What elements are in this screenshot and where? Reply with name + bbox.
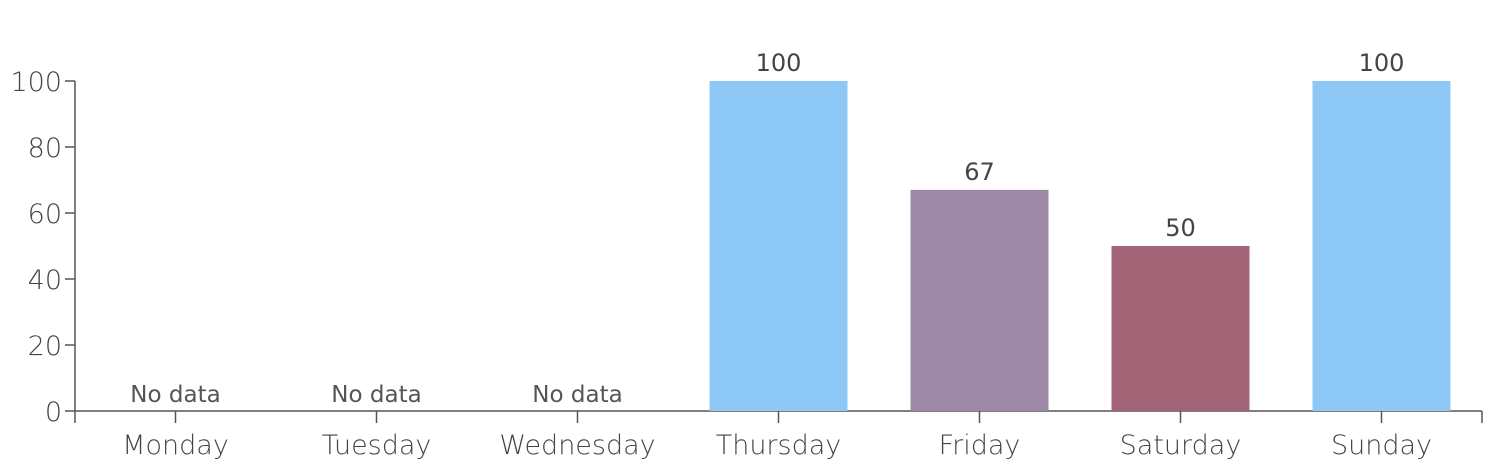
data-label: 100 bbox=[756, 49, 802, 77]
x-axis: Monday Tuesday Wednesday Thursday Friday Satu… bbox=[74, 410, 1483, 461]
x-tick-label: Tuesday bbox=[322, 430, 432, 461]
bar-friday bbox=[910, 189, 1049, 411]
y-tick-label: 40 bbox=[28, 265, 62, 296]
y-tick-label: 0 bbox=[45, 397, 62, 428]
bar-thursday bbox=[709, 81, 848, 411]
bars bbox=[709, 81, 1451, 411]
x-tick-label: Thursday bbox=[716, 430, 842, 461]
x-tick-label: Saturday bbox=[1120, 430, 1242, 461]
data-labels: No data No data No data 100 67 50 100 bbox=[130, 49, 1404, 408]
x-tick-label: Monday bbox=[122, 430, 229, 461]
data-label: 50 bbox=[1165, 214, 1196, 242]
x-tick-label: Wednesday bbox=[499, 430, 655, 461]
no-data-label: No data bbox=[331, 382, 421, 408]
x-tick-label: Sunday bbox=[1331, 430, 1432, 461]
bar-sunday bbox=[1312, 81, 1451, 411]
data-label: 67 bbox=[964, 158, 995, 186]
y-tick-label: 100 bbox=[10, 67, 62, 98]
no-data-label: No data bbox=[130, 382, 220, 408]
y-axis: 0 20 40 60 80 100 bbox=[10, 67, 76, 428]
y-tick-label: 20 bbox=[28, 331, 62, 362]
y-tick-label: 80 bbox=[28, 133, 62, 164]
bar-saturday bbox=[1111, 246, 1250, 411]
y-tick-label: 60 bbox=[28, 199, 62, 230]
data-label: 100 bbox=[1359, 49, 1405, 77]
no-data-label: No data bbox=[532, 382, 622, 408]
x-tick-label: Friday bbox=[939, 430, 1021, 461]
